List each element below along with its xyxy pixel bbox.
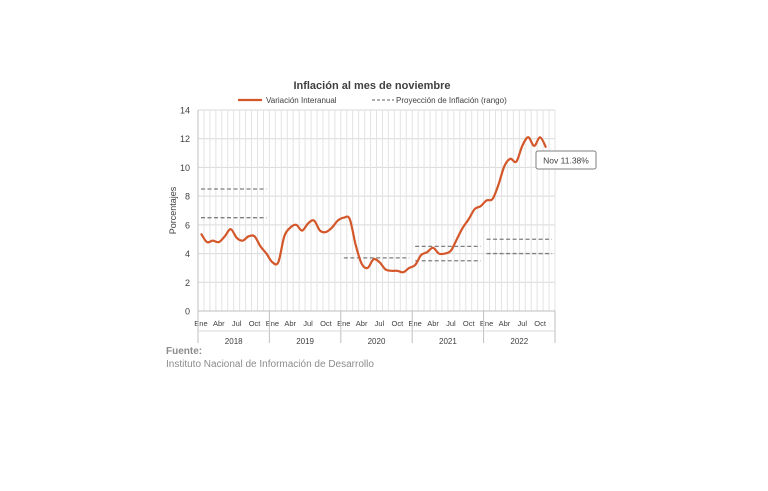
y-tick-label: 0 [185,307,190,317]
x-tick-label: Abr [356,319,368,328]
x-tick-label: Ene [480,319,493,328]
annotation-label: Nov 11.38% [543,156,589,166]
x-year-label: 2021 [439,337,457,346]
x-tick-label: Ene [408,319,421,328]
legend-label-variacion: Variación Interanual [266,96,337,105]
x-tick-label: Ene [266,319,279,328]
x-tick-label: Abr [499,319,511,328]
y-tick-label: 8 [185,192,190,202]
y-axis-label: Porcentajes [168,186,178,234]
x-tick-label: Jul [375,319,385,328]
x-year-label: 2020 [368,337,386,346]
x-tick-label: Jul [232,319,242,328]
x-year-label: 2022 [510,337,528,346]
y-tick-label: 2 [185,278,190,288]
source-label: Fuente: [166,346,203,357]
y-tick-label: 4 [185,249,190,259]
y-tick-label: 12 [180,134,190,144]
x-tick-label: Abr [427,319,439,328]
x-tick-label: Jul [303,319,313,328]
x-tick-label: Oct [249,319,262,328]
y-tick-label: 14 [180,106,190,116]
x-tick-label: Abr [284,319,296,328]
x-tick-label: Oct [391,319,404,328]
legend-label-proyeccion: Proyección de Inflación (rango) [396,96,507,105]
annotation-box [535,150,597,170]
x-year-label: 2018 [225,337,243,346]
x-tick-label: Abr [213,319,225,328]
x-tick-label: Oct [534,319,547,328]
x-tick-label: Jul [517,319,527,328]
x-tick-label: Oct [320,319,333,328]
x-tick-label: Ene [194,319,207,328]
chart-title: Inflación al mes de noviembre [293,80,450,92]
x-year-label: 2019 [296,337,314,346]
y-tick-label: 6 [185,220,190,230]
x-tick-label: Oct [463,319,476,328]
x-tick-label: Ene [337,319,350,328]
y-tick-label: 10 [180,163,190,173]
x-tick-label: Jul [446,319,456,328]
grid: 0 2 4 6 8 10 12 14 Porcentajes Ene Abr Jul Oct 2018 En… [168,106,556,346]
series-line-variacion-interanual [200,136,548,274]
plot-area: Nov 11.38% [200,136,597,274]
source-text: Instituto Nacional de Información de Des… [166,359,374,370]
legend: Variación Interanual Proyección de Inflac… [238,96,507,105]
